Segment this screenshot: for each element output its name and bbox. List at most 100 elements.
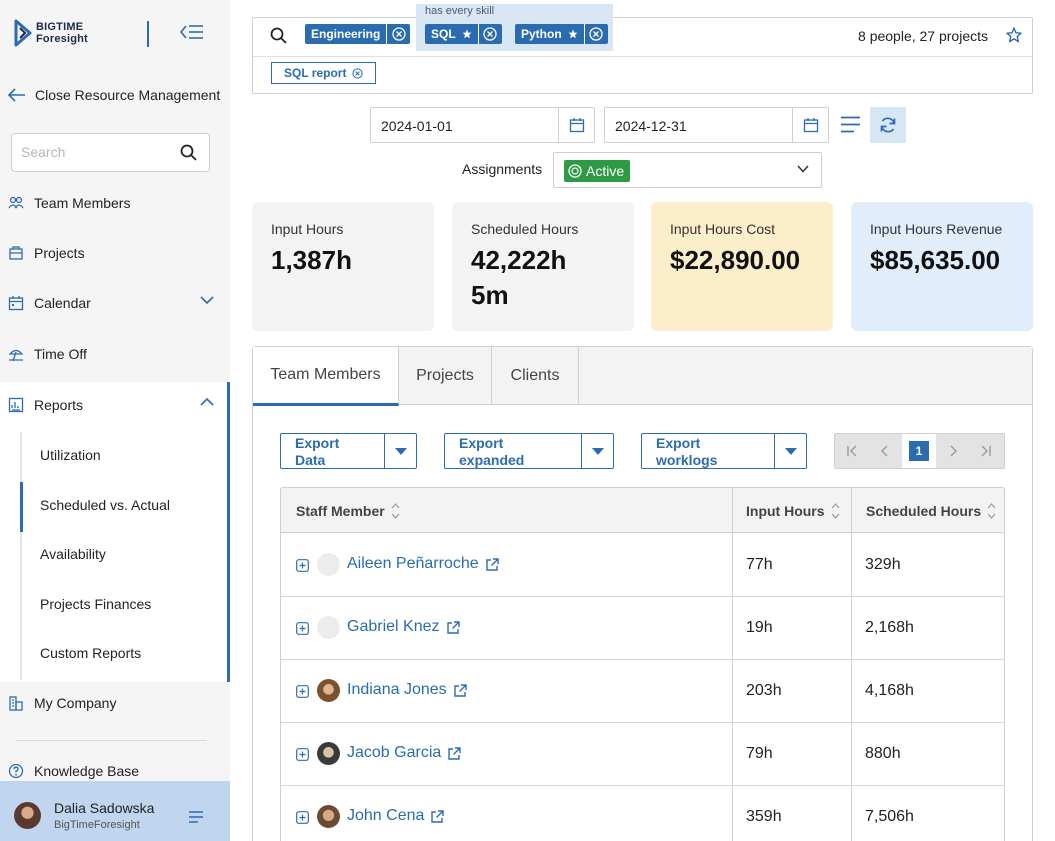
avatar xyxy=(317,742,340,765)
sidebar-search-input[interactable] xyxy=(21,144,171,160)
input-hours-cell: 77h xyxy=(746,556,773,573)
remove-chip-icon[interactable] xyxy=(386,24,410,44)
sidebar-subitem-utilization[interactable]: Utilization xyxy=(40,447,101,463)
sort-icon[interactable] xyxy=(831,502,840,520)
sort-icon[interactable] xyxy=(987,502,996,520)
caret-down-icon[interactable] xyxy=(581,434,613,468)
search-icon[interactable] xyxy=(180,144,197,161)
sidebar-subitem-projects-finances[interactable]: Projects Finances xyxy=(40,596,152,612)
export-data-button[interactable]: Export Data xyxy=(280,433,417,469)
sidebar-search[interactable] xyxy=(11,133,210,172)
external-link-icon[interactable] xyxy=(453,683,468,698)
expand-row-icon[interactable] xyxy=(296,685,309,698)
status-badge: Active xyxy=(564,160,631,182)
user-profile[interactable]: Dalia Sadowska BigTimeForesight xyxy=(0,781,230,841)
search-icon[interactable] xyxy=(270,27,287,44)
external-link-icon[interactable] xyxy=(485,557,500,572)
expand-row-icon[interactable] xyxy=(296,559,309,572)
end-date-value: 2024-12-31 xyxy=(615,118,687,134)
filter-box[interactable]: Engineering has every skill SQL Python 8… xyxy=(252,4,1033,94)
pagination: 1 xyxy=(834,433,1005,469)
company-icon xyxy=(8,695,24,711)
column-header-input-hours[interactable]: Input Hours xyxy=(746,488,840,533)
menu-icon[interactable] xyxy=(189,811,203,823)
start-date-field[interactable]: 2024-01-01 xyxy=(370,107,595,143)
prev-page-icon[interactable] xyxy=(877,443,893,459)
sidebar-subitem-scheduled-vs-actual[interactable]: Scheduled vs. Actual xyxy=(40,497,170,513)
input-hours-cell: 79h xyxy=(746,745,773,762)
saved-report-chip[interactable]: SQL report xyxy=(271,62,377,84)
list-view-icon[interactable] xyxy=(841,116,860,133)
staff-name-link[interactable]: Aileen Peñarroche xyxy=(347,555,500,573)
assignments-select[interactable]: Active xyxy=(553,152,822,188)
filter-chip-python[interactable]: Python xyxy=(515,24,608,44)
table-row[interactable]: John Cena 359h 7,506h xyxy=(281,786,1004,841)
sidebar-item-reports[interactable]: Reports xyxy=(0,380,230,430)
sidebar-item-label: Team Members xyxy=(34,195,131,211)
remove-chip-icon[interactable] xyxy=(477,24,502,44)
caret-down-icon[interactable] xyxy=(774,434,806,468)
staff-name-link[interactable]: John Cena xyxy=(347,807,445,825)
bigtime-logo-icon xyxy=(14,19,32,47)
input-hours-cell: 359h xyxy=(746,808,782,825)
sort-icon[interactable] xyxy=(391,502,400,520)
close-resource-management-link[interactable]: Close Resource Management xyxy=(8,87,220,103)
sidebar-item-my-company[interactable]: My Company xyxy=(0,678,230,728)
staff-name-link[interactable]: Gabriel Knez xyxy=(347,618,461,636)
expand-row-icon[interactable] xyxy=(296,748,309,761)
staff-name: Jacob Garcia xyxy=(347,744,442,761)
column-header-staff-member[interactable]: Staff Member xyxy=(296,488,400,533)
table-row[interactable]: Gabriel Knez 19h 2,168h xyxy=(281,597,1004,660)
sidebar-item-calendar[interactable]: Calendar xyxy=(0,278,230,328)
caret-down-icon[interactable] xyxy=(384,434,416,468)
calendar-icon[interactable] xyxy=(558,108,594,142)
start-date-value: 2024-01-01 xyxy=(381,118,453,134)
scheduled-hours-cell: 329h xyxy=(865,556,901,573)
export-worklogs-button[interactable]: Export worklogs xyxy=(641,433,807,469)
tab-clients[interactable]: Clients xyxy=(492,347,579,405)
user-org: BigTimeForesight xyxy=(54,819,140,831)
chip-label: Python xyxy=(521,27,562,41)
favorite-star-icon[interactable] xyxy=(1006,27,1022,43)
collapse-sidebar-icon[interactable] xyxy=(180,23,204,41)
sidebar-item-knowledge-base[interactable]: Knowledge Base xyxy=(0,746,230,796)
remove-chip-icon[interactable] xyxy=(352,67,364,79)
filter-chip-engineering[interactable]: Engineering xyxy=(305,24,411,44)
table-row[interactable]: Jacob Garcia 79h 880h xyxy=(281,723,1004,786)
calendar-icon[interactable] xyxy=(792,108,828,142)
chevron-up-icon[interactable] xyxy=(200,397,214,407)
remove-chip-icon[interactable] xyxy=(583,24,608,44)
external-link-icon[interactable] xyxy=(430,809,445,824)
chevron-down-icon[interactable] xyxy=(200,295,214,305)
tab-team-members[interactable]: Team Members xyxy=(253,347,399,406)
table-row[interactable]: Indiana Jones 203h 4,168h xyxy=(281,660,1004,723)
tab-projects[interactable]: Projects xyxy=(399,347,492,405)
card-value: $85,635.00 xyxy=(870,245,1001,275)
expand-row-icon[interactable] xyxy=(296,811,309,824)
filter-chip-sql[interactable]: SQL xyxy=(425,24,502,44)
export-expanded-button[interactable]: Export expanded xyxy=(444,433,614,469)
external-link-icon[interactable] xyxy=(447,746,462,761)
logo[interactable]: BIGTIME Foresight xyxy=(14,19,88,47)
sidebar-item-label: My Company xyxy=(34,695,117,711)
external-link-icon[interactable] xyxy=(446,620,461,635)
last-page-icon[interactable] xyxy=(978,443,994,459)
sidebar-item-projects[interactable]: Projects xyxy=(0,228,230,278)
refresh-button[interactable] xyxy=(870,107,906,143)
column-divider xyxy=(732,488,733,841)
end-date-field[interactable]: 2024-12-31 xyxy=(604,107,829,143)
staff-name-link[interactable]: Jacob Garcia xyxy=(347,744,462,762)
table-row[interactable]: Aileen Peñarroche 77h 329h xyxy=(281,534,1004,597)
chevron-down-icon[interactable] xyxy=(797,165,809,173)
column-header-scheduled-hours[interactable]: Scheduled Hours xyxy=(866,488,996,533)
sidebar-item-time-off[interactable]: Time Off xyxy=(0,329,230,379)
expand-row-icon[interactable] xyxy=(296,622,309,635)
sidebar-subitem-availability[interactable]: Availability xyxy=(40,546,106,562)
sidebar-subitem-custom-reports[interactable]: Custom Reports xyxy=(40,645,142,661)
staff-name-link[interactable]: Indiana Jones xyxy=(347,681,468,699)
sidebar-item-team-members[interactable]: Team Members xyxy=(0,178,230,228)
export-label: Export xyxy=(295,435,340,451)
current-page[interactable]: 1 xyxy=(902,434,936,468)
next-page-icon[interactable] xyxy=(945,443,961,459)
first-page-icon[interactable] xyxy=(844,443,860,459)
